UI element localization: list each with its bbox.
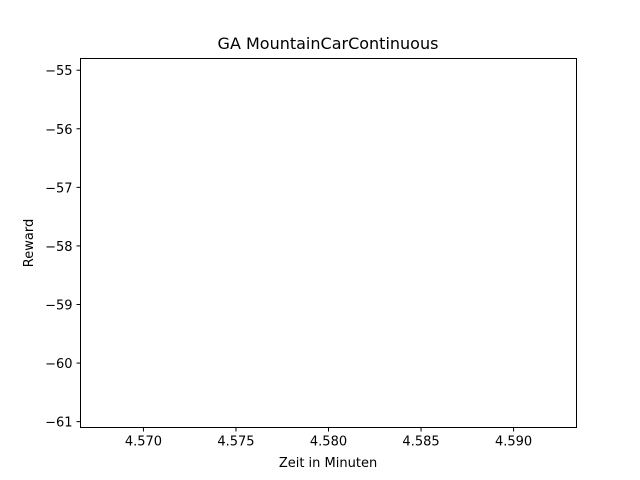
y-tick-label: −57 <box>45 181 72 196</box>
y-tick-label: −61 <box>45 416 72 431</box>
y-tick-label: −59 <box>45 299 72 314</box>
y-tick-label: −55 <box>45 64 72 79</box>
x-axis: 4.570 4.575 4.580 4.585 4.590 <box>125 427 532 450</box>
x-tick-label: 4.590 <box>495 435 532 450</box>
x-tick-label: 4.570 <box>125 435 162 450</box>
x-axis-label: Zeit in Minuten <box>279 456 377 471</box>
x-tick-label: 4.585 <box>402 435 439 450</box>
y-tick-label: −60 <box>45 357 72 372</box>
x-tick-label: 4.580 <box>310 435 347 450</box>
chart-title: GA MountainCarContinuous <box>218 34 439 53</box>
y-tick-label: −56 <box>45 123 72 138</box>
y-axis-label: Reward <box>22 219 37 267</box>
y-axis: −55 −56 −57 −58 −59 −60 −61 <box>45 64 81 431</box>
x-tick-label: 4.575 <box>217 435 254 450</box>
y-tick-label: −58 <box>45 240 72 255</box>
